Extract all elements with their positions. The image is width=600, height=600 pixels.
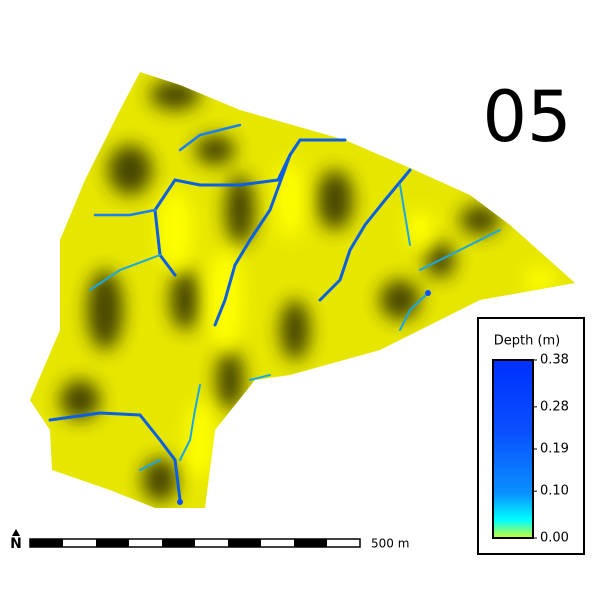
north-label: N bbox=[10, 536, 22, 552]
scale-label: 500 m bbox=[371, 537, 409, 551]
colorbar-tick-label: 0.00 bbox=[540, 531, 569, 546]
colorbar-tick-label: 0.38 bbox=[540, 353, 569, 368]
frame-label: 05 bbox=[482, 76, 571, 158]
colorbar-tick-label: 0.19 bbox=[540, 442, 569, 457]
colorbar-tick-label: 0.10 bbox=[540, 484, 569, 499]
legend-title: Depth (m) bbox=[494, 334, 561, 349]
colorbar bbox=[492, 359, 534, 539]
colorbar-ticks: 0.38 0.28 0.19 0.10 0.00 bbox=[533, 353, 569, 546]
north-arrow bbox=[12, 529, 20, 536]
colorbar-tick-label: 0.28 bbox=[540, 399, 569, 414]
scale-bar bbox=[29, 538, 361, 548]
streams bbox=[48, 123, 501, 505]
